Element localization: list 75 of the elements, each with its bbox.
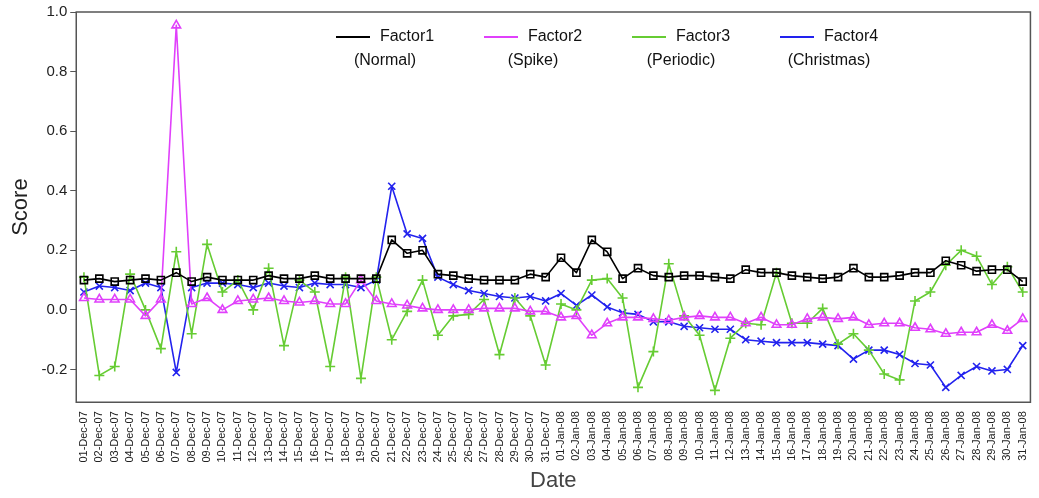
x-tick-label: 22-Dec-07 [400,411,413,463]
x-tick-label: 25-Jan-08 [923,411,936,461]
y-tick-label: 0.6 [46,121,68,139]
x-tick-label: 12-Dec-07 [246,411,259,463]
x-tick-label: 08-Jan-08 [661,411,674,461]
x-tick-label: 15-Dec-07 [292,411,305,463]
x-tick-label: 30-Jan-08 [1000,411,1013,461]
x-tick-label: 29-Dec-07 [507,411,520,463]
x-tick-label: 13-Dec-07 [261,411,274,463]
legend-label: Factor3 (Periodic) [645,26,732,70]
x-tick-label: 06-Jan-08 [631,411,644,461]
x-tick-label: 14-Jan-08 [754,411,767,461]
x-tick-label: 19-Dec-07 [353,411,366,463]
x-tick-label: 07-Dec-07 [169,411,182,463]
x-tick-label: 17-Dec-07 [323,411,336,463]
x-tick-label: 21-Jan-08 [861,411,874,461]
y-tick-label: -0.2 [41,359,68,377]
x-tick-label: 27-Dec-07 [477,411,490,463]
x-tick-label: 12-Jan-08 [723,411,736,461]
x-axis-title: Date [530,466,577,492]
x-tick-label: 16-Dec-07 [307,411,320,463]
x-tick-label: 07-Jan-08 [646,411,659,461]
x-tick-label: 29-Jan-08 [984,411,997,461]
x-tick-label: 14-Dec-07 [277,411,290,463]
x-tick-label: 20-Jan-08 [846,411,859,461]
y-axis-title: Score [7,178,33,236]
legend-label: Factor1 (Normal) [352,26,436,70]
x-tick-label: 15-Jan-08 [769,411,782,461]
x-tick-label: 25-Dec-07 [446,411,459,463]
x-tick-label: 28-Dec-07 [492,411,505,463]
x-tick-label: 10-Jan-08 [692,411,705,461]
x-tick-label: 01-Dec-07 [76,411,89,463]
x-tick-label: 09-Dec-07 [200,411,213,463]
x-tick-label: 08-Dec-07 [184,411,197,463]
x-tick-label: 30-Dec-07 [523,411,536,463]
x-tick-label: 26-Jan-08 [938,411,951,461]
x-tick-label: 28-Jan-08 [969,411,982,461]
y-tick-label: 0.2 [46,240,68,258]
legend-label: Factor4 (Christmas) [786,26,880,70]
legend-label: Factor2 (Spike) [506,26,584,70]
x-tick-label: 03-Dec-07 [107,411,120,463]
x-tick-label: 31-Jan-08 [1015,411,1028,461]
x-tick-label: 18-Dec-07 [338,411,351,463]
x-tick-label: 26-Dec-07 [461,411,474,463]
x-tick-label: 01-Jan-08 [554,411,567,461]
x-tick-label: 11-Dec-07 [230,411,243,462]
x-tick-label: 09-Jan-08 [677,411,690,461]
x-tick-label: 24-Dec-07 [430,411,443,463]
x-tick-label: 20-Dec-07 [369,411,382,463]
x-tick-label: 21-Dec-07 [384,411,397,463]
y-tick-label: 0.0 [46,300,68,318]
x-tick-label: 31-Dec-07 [538,411,551,463]
x-tick-label: 11-Jan-08 [707,411,720,460]
y-tick-label: 0.4 [46,180,68,198]
x-tick-label: 05-Jan-08 [615,411,628,461]
x-tick-label: 17-Jan-08 [800,411,813,461]
x-tick-label: 02-Jan-08 [569,411,582,461]
x-tick-label: 18-Jan-08 [815,411,828,461]
x-tick-label: 23-Dec-07 [415,411,428,463]
x-tick-label: 13-Jan-08 [738,411,751,461]
x-tick-label: 27-Jan-08 [954,411,967,461]
y-tick-label: 1.0 [46,2,68,20]
x-tick-label: 06-Dec-07 [153,411,166,463]
x-tick-label: 23-Jan-08 [892,411,905,461]
x-tick-label: 02-Dec-07 [92,411,105,463]
x-tick-label: 24-Jan-08 [908,411,921,461]
x-tick-label: 05-Dec-07 [138,411,151,463]
x-tick-label: 10-Dec-07 [215,411,228,463]
x-tick-label: 04-Jan-08 [600,411,613,461]
x-tick-label: 22-Jan-08 [877,411,890,461]
x-tick-label: 16-Jan-08 [784,411,797,461]
x-tick-label: 19-Jan-08 [831,411,844,461]
x-tick-label: 04-Dec-07 [123,411,136,463]
x-tick-label: 03-Jan-08 [584,411,597,461]
y-tick-label: 0.8 [46,61,68,79]
